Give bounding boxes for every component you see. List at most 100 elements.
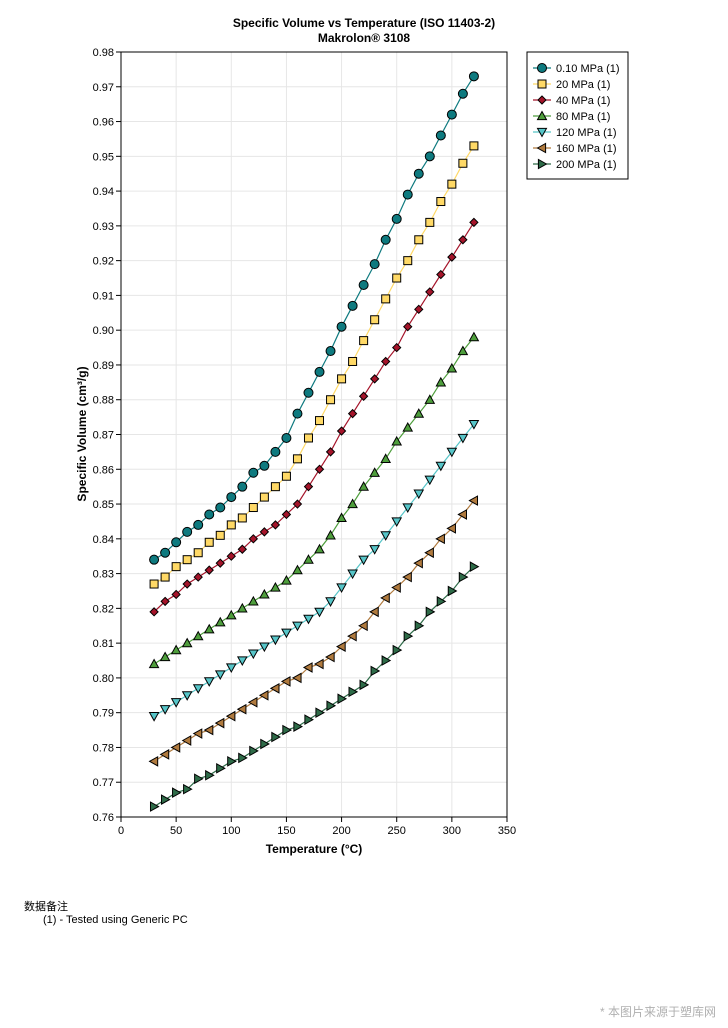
data-point <box>225 609 237 620</box>
data-point <box>402 422 414 432</box>
data-point <box>337 693 348 705</box>
data-point <box>315 707 326 719</box>
series-2 <box>149 217 479 617</box>
watermark: * 本图片来源于塑库网 <box>599 1005 716 1019</box>
data-point <box>369 545 381 555</box>
data-point <box>358 391 369 401</box>
data-point <box>237 513 247 523</box>
data-point <box>358 620 368 632</box>
data-point <box>248 503 258 513</box>
series-layer <box>148 71 480 812</box>
data-point <box>325 651 335 663</box>
data-point <box>238 752 248 764</box>
data-point <box>391 517 403 527</box>
series-3 <box>148 331 480 669</box>
chart-subtitle: Makrolon® 3108 <box>318 31 411 45</box>
data-point <box>226 551 236 561</box>
x-tick-label: 300 <box>443 825 461 837</box>
data-point <box>314 464 325 474</box>
data-point <box>447 179 457 189</box>
data-point <box>380 356 391 367</box>
data-point <box>170 698 182 708</box>
data-point <box>314 543 325 554</box>
series-5 <box>148 495 479 767</box>
y-tick-label: 0.79 <box>93 708 114 720</box>
data-point <box>314 366 325 377</box>
data-point <box>203 677 215 687</box>
data-point <box>392 644 403 656</box>
data-point <box>435 461 447 472</box>
data-point <box>214 670 226 680</box>
series-0 <box>149 71 479 565</box>
data-point <box>292 408 303 419</box>
data-point <box>325 447 336 457</box>
data-point <box>292 499 303 509</box>
chart-title: Specific Volume vs Temperature (ISO 1140… <box>233 16 495 30</box>
data-point <box>192 630 204 641</box>
x-tick-label: 0 <box>118 825 124 837</box>
data-point <box>446 523 456 534</box>
data-point <box>457 433 469 444</box>
data-point <box>214 717 225 729</box>
data-point <box>425 217 435 227</box>
legend-label: 20 MPa (1) <box>556 79 610 91</box>
data-point <box>237 481 248 492</box>
data-point <box>149 607 159 617</box>
legend-entry: 20 MPa (1) <box>533 79 610 91</box>
data-point <box>369 259 380 270</box>
data-point <box>249 745 259 757</box>
data-point <box>326 395 336 405</box>
data-point <box>281 471 291 481</box>
data-point <box>194 773 204 785</box>
data-point <box>359 336 369 346</box>
data-point <box>171 562 181 572</box>
data-point <box>414 304 424 315</box>
data-point <box>292 454 302 464</box>
data-point <box>247 595 259 606</box>
data-point <box>414 235 424 245</box>
legend-marker <box>537 158 548 170</box>
data-point <box>259 492 269 502</box>
data-point <box>160 572 170 582</box>
data-point <box>413 168 424 179</box>
data-point <box>468 495 479 506</box>
data-point <box>436 596 447 607</box>
data-point <box>226 492 237 503</box>
data-point <box>193 548 203 558</box>
data-point <box>413 408 425 418</box>
data-point <box>336 321 347 332</box>
data-point <box>303 433 313 443</box>
data-point <box>259 588 270 599</box>
x-tick-label: 350 <box>498 825 516 837</box>
data-point <box>303 614 314 625</box>
data-point <box>237 544 248 554</box>
data-point <box>347 569 358 580</box>
data-point <box>358 279 369 290</box>
data-point <box>413 489 425 500</box>
legend-entry: 40 MPa (1) <box>533 95 610 107</box>
data-point <box>424 475 436 486</box>
ticks: 0 50 100 150 200 250 300 350 0.76 0.77 0.78 0.79 0.8… <box>93 47 517 837</box>
legend-entry: 120 MPa (1) <box>533 127 617 139</box>
data-point <box>182 579 192 589</box>
data-point <box>280 676 291 687</box>
data-point <box>260 738 270 750</box>
data-point <box>181 637 193 648</box>
data-point <box>326 700 337 712</box>
y-axis-label: Specific Volume (cm³/g) <box>75 366 89 501</box>
notes-title: 数据备注 <box>24 901 68 913</box>
y-tick-label: 0.88 <box>93 395 114 407</box>
data-point <box>236 656 248 667</box>
data-point <box>468 419 480 430</box>
y-tick-label: 0.80 <box>93 673 114 685</box>
data-point <box>424 547 434 559</box>
data-point <box>381 655 392 666</box>
y-tick-label: 0.97 <box>93 82 114 94</box>
data-point <box>292 621 303 632</box>
data-point <box>370 665 381 677</box>
data-point <box>269 682 280 694</box>
data-point <box>281 628 292 639</box>
data-point <box>171 589 181 600</box>
data-point <box>271 731 281 743</box>
data-point <box>216 762 226 774</box>
